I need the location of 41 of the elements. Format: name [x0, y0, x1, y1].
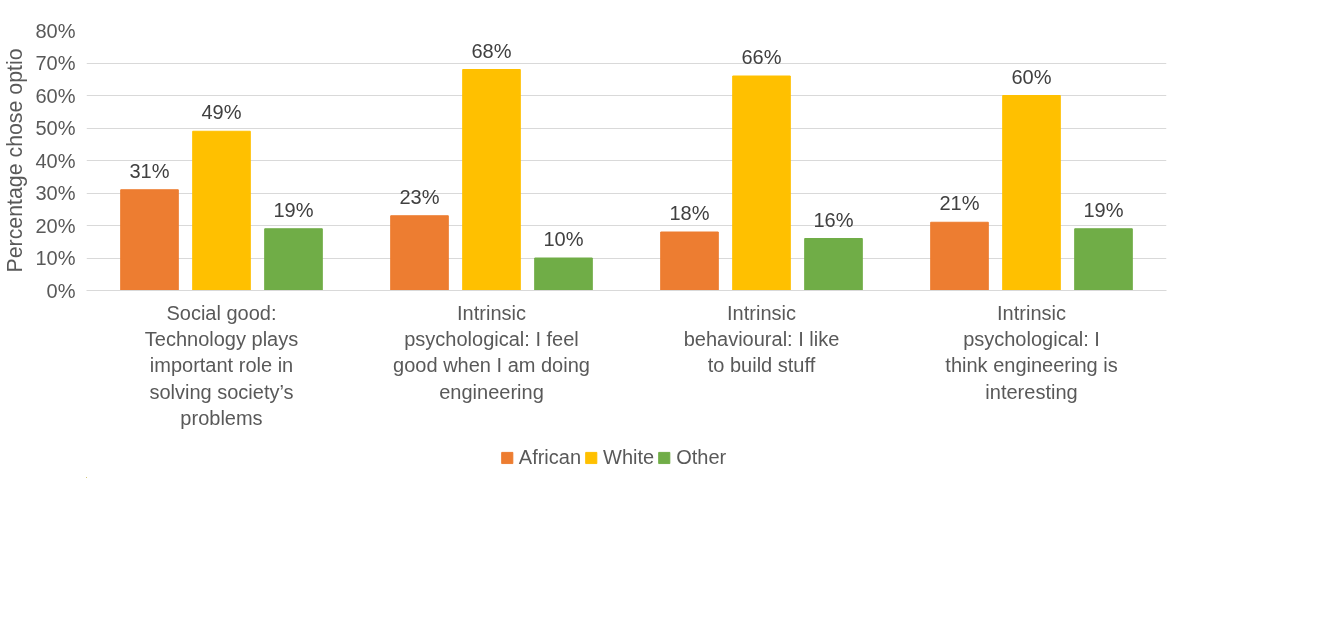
y-tick-label: 20%	[35, 214, 76, 237]
legend-label: Other	[676, 445, 727, 469]
x-tick-label: Intrinsic behavioural: I like to build stuff	[683, 301, 840, 377]
legend-label: African	[518, 445, 582, 469]
data-label: 68%	[471, 39, 512, 62]
bar	[804, 238, 863, 291]
data-label: 31%	[129, 159, 170, 182]
x-tick-label: Intrinsic psychological: I think engineering is interesting	[945, 301, 1118, 403]
x-tick-label: Intrinsic psychological: I feel good when I am doing engineering	[393, 301, 590, 403]
bar	[462, 69, 521, 291]
y-tick-label: 70%	[35, 52, 76, 74]
bar	[390, 215, 449, 291]
data-label: 23%	[399, 185, 440, 208]
data-label: 19%	[1083, 198, 1124, 221]
y-tick-label: 80%	[35, 19, 76, 42]
y-tick-label: 0%	[46, 279, 76, 302]
y-tick-label: 30%	[35, 182, 76, 204]
data-label: 49%	[201, 101, 242, 124]
y-tick-label: 40%	[35, 149, 76, 172]
bar	[264, 228, 323, 291]
y-axis-title: Percentage chose optio	[3, 48, 28, 273]
data-label: 16%	[813, 208, 854, 231]
bar	[930, 221, 989, 291]
bar	[1074, 228, 1133, 291]
y-tick-label: 60%	[35, 84, 76, 107]
legend-label: White	[603, 445, 655, 469]
y-tick-label: 10%	[35, 247, 76, 269]
bar	[192, 130, 251, 291]
data-label: 10%	[543, 228, 584, 250]
bar	[1002, 95, 1061, 291]
bar	[732, 75, 791, 291]
bar	[120, 189, 179, 291]
data-label: 19%	[273, 198, 314, 221]
data-label: 60%	[1011, 65, 1052, 88]
y-tick-label: 50%	[35, 117, 76, 139]
bar	[660, 231, 719, 291]
x-tick-label: Social good: Technology plays important role in solving society’s problems	[144, 301, 299, 430]
data-label: 18%	[669, 202, 710, 224]
data-label: 21%	[939, 192, 980, 215]
bar	[534, 257, 593, 291]
data-label: 66%	[741, 46, 782, 68]
